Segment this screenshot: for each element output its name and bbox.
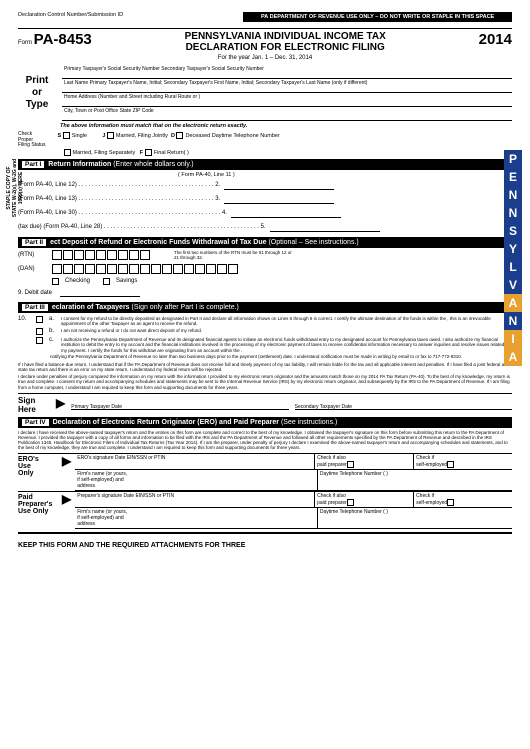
single-checkbox[interactable] bbox=[63, 132, 70, 139]
dan-row: (DAN) bbox=[18, 262, 512, 276]
prep-sig[interactable]: Preparer's signature Date EIN/SSN or PTI… bbox=[75, 492, 315, 507]
line2-amount[interactable] bbox=[224, 180, 334, 190]
line5-amount[interactable] bbox=[270, 222, 380, 232]
line10a-checkbox[interactable] bbox=[36, 316, 43, 323]
rtn-row: (RTN) The first two numbers of the RTN m… bbox=[18, 248, 512, 262]
ero-self-checkbox[interactable] bbox=[447, 461, 454, 468]
dcn-label: Declaration Control Number/Submission ID bbox=[18, 12, 235, 22]
strip-letter: N bbox=[504, 186, 522, 204]
footer-text: KEEP THIS FORM AND THE REQUIRED ATTACHME… bbox=[18, 542, 512, 549]
part4-decl: I declare I have received the above-name… bbox=[18, 430, 512, 451]
must-match-note: The above information must match that on… bbox=[60, 123, 512, 129]
prep-self-checkbox[interactable] bbox=[447, 499, 454, 506]
line10a: 10. a. I consent for my refund to be dir… bbox=[18, 316, 512, 326]
form-title: PENNSYLVANIA INDIVIDUAL INCOME TAX DECLA… bbox=[102, 31, 469, 53]
ero-firm[interactable]: Firm's name (or yours, if self-employed)… bbox=[75, 470, 318, 490]
staple-label: STAPLE COPY OF STATE W-2(s), W-2G and 10… bbox=[6, 158, 24, 218]
account-type-row: Checking Savings bbox=[18, 276, 512, 287]
part1-ref: ( Form PA-40, Line 11 ) bbox=[18, 170, 512, 178]
part1-bar: Part IReturn Information (Enter whole do… bbox=[18, 159, 512, 170]
filing-status-row: Check Proper Filing Status S Single J Ma… bbox=[18, 132, 512, 156]
debit-date-field[interactable] bbox=[60, 289, 140, 297]
part4-bar: Part IVDeclaration of Electronic Return … bbox=[18, 417, 512, 428]
line10b: b. I am not receiving a refund or I do n… bbox=[18, 328, 512, 335]
arrow-icon: ▶ bbox=[62, 454, 71, 491]
part3-bar: Part IIIeclaration of Taxpayers (Sign on… bbox=[18, 302, 512, 313]
form-number: PA-8453 bbox=[34, 31, 92, 48]
dept-banner: PA DEPARTMENT OF REVENUE USE ONLY – DO N… bbox=[243, 12, 512, 22]
strip-letter: P bbox=[504, 150, 522, 168]
mfj-checkbox[interactable] bbox=[107, 132, 114, 139]
savings-checkbox[interactable] bbox=[103, 278, 110, 285]
final-checkbox[interactable] bbox=[145, 149, 152, 156]
city-line[interactable]: City, Town or Post Office State ZIP Code bbox=[62, 107, 512, 121]
identity-block: Print or Type Primary Taxpayer's Social … bbox=[18, 65, 512, 121]
ero-phone[interactable]: Daytime Telephone Number ( ) bbox=[318, 470, 512, 490]
strip-letter: L bbox=[504, 258, 522, 276]
rtn-boxes[interactable] bbox=[52, 250, 150, 260]
prep-also-checkbox[interactable] bbox=[347, 499, 354, 506]
strip-letter: E bbox=[504, 168, 522, 186]
prep-grid: Preparer's signature Date EIN/SSN or PTI… bbox=[75, 492, 512, 529]
ero-sig[interactable]: ERO's signature Date EIN/SSN or PTIN bbox=[75, 454, 315, 469]
checking-checkbox[interactable] bbox=[52, 278, 59, 285]
strip-letter: Y bbox=[504, 240, 522, 258]
form-page: Declaration Control Number/Submission ID… bbox=[0, 0, 530, 561]
check-proper-label: Check Proper Filing Status bbox=[18, 132, 56, 149]
prep-firm[interactable]: Firm's name (or yours, if self-employed)… bbox=[75, 508, 318, 528]
ero-block: ERO's Use Only ▶ ERO's signature Date EI… bbox=[18, 453, 512, 491]
part1-line4: (Form PA-40, Line 30) . . . . . . . . . … bbox=[18, 206, 512, 220]
part1-line3: (Form PA-40, Line 13) . . . . . . . . . … bbox=[18, 192, 512, 206]
strip-letter: S bbox=[504, 222, 522, 240]
prep-phone[interactable]: Daytime Telephone Number ( ) bbox=[318, 508, 512, 528]
part1-line2: (Form PA-40, Line 12) . . . . . . . . . … bbox=[18, 178, 512, 192]
para1: If I have filed a balance-due return, I … bbox=[18, 362, 512, 372]
form-number-block: Form PA-8453 bbox=[18, 31, 92, 48]
header-row: Form PA-8453 PENNSYLVANIA INDIVIDUAL INC… bbox=[18, 28, 512, 53]
form-word: Form bbox=[18, 40, 32, 46]
pennsylvania-strip: PENNSYLVANIA bbox=[504, 150, 522, 366]
ero-also-checkbox[interactable] bbox=[347, 461, 354, 468]
sign-here-row: Sign Here ▶ Primary Taxpayer Date Second… bbox=[18, 393, 512, 414]
strip-letter: N bbox=[504, 204, 522, 222]
top-row: Declaration Control Number/Submission ID… bbox=[18, 12, 512, 22]
primary-sig[interactable]: Primary Taxpayer Date bbox=[71, 396, 288, 410]
debit-date-row: 9. Debit date bbox=[18, 287, 512, 299]
secondary-sig[interactable]: Secondary Taxpayer Date bbox=[295, 396, 512, 410]
rtn-note: The first two numbers of the RTN must be… bbox=[174, 250, 294, 260]
ero-grid: ERO's signature Date EIN/SSN or PTIN Che… bbox=[75, 454, 512, 491]
line3-amount[interactable] bbox=[224, 194, 334, 204]
part1-line5: (tax due) (Form PA-40, Line 28) . . . . … bbox=[18, 220, 512, 234]
name-line[interactable]: Last Name Primary Taxpayer's Name, Initi… bbox=[62, 79, 512, 93]
line10b-checkbox[interactable] bbox=[36, 328, 43, 335]
dan-boxes[interactable] bbox=[52, 264, 238, 274]
identity-fields: Primary Taxpayer's Social Security Numbe… bbox=[62, 65, 512, 121]
arrow-icon: ▶ bbox=[62, 492, 71, 529]
part2-bar: Part IIect Deposit of Refund or Electron… bbox=[18, 237, 512, 248]
line4-amount[interactable] bbox=[231, 208, 341, 218]
period: For the year Jan. 1 – Dec. 31, 2014 bbox=[18, 55, 512, 61]
address-line[interactable]: Home Address (Number and Street includin… bbox=[62, 93, 512, 107]
ssn-line[interactable]: Primary Taxpayer's Social Security Numbe… bbox=[62, 65, 512, 79]
title-line2: DECLARATION FOR ELECTRONIC FILING bbox=[102, 42, 469, 53]
strip-letter: N bbox=[504, 312, 522, 330]
preparer-block: Paid Preparer's Use Only ▶ Preparer's si… bbox=[18, 491, 512, 529]
para2: I declare under penalties of perjury com… bbox=[18, 374, 512, 390]
strip-letter: V bbox=[504, 276, 522, 294]
strip-letter: I bbox=[504, 330, 522, 348]
arrow-icon: ▶ bbox=[56, 396, 65, 414]
strip-letter: A bbox=[504, 348, 522, 366]
notify-text: notifying the Pennsylvania Department of… bbox=[50, 354, 512, 359]
deceased-checkbox[interactable] bbox=[176, 132, 183, 139]
tax-year: 2014 bbox=[479, 31, 512, 48]
title-line1: PENNSYLVANIA INDIVIDUAL INCOME TAX bbox=[102, 31, 469, 42]
mfs-checkbox[interactable] bbox=[64, 149, 71, 156]
line10c-checkbox[interactable] bbox=[36, 337, 43, 344]
print-or-type: Print or Type bbox=[18, 65, 56, 121]
strip-letter: A bbox=[504, 294, 522, 312]
line10c: c. I authorize the Pennsylvania Departme… bbox=[18, 337, 512, 353]
